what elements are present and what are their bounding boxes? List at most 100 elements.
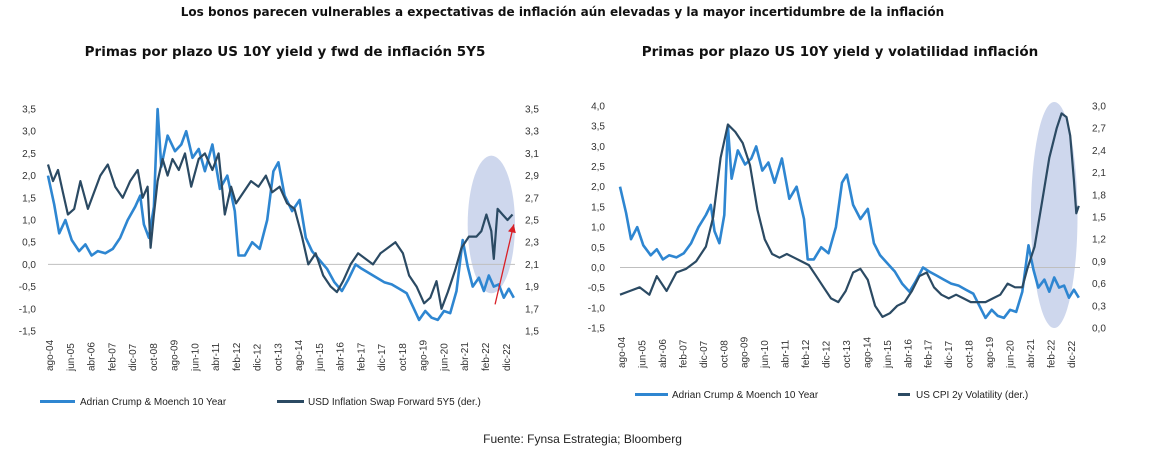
x-tick-label: oct-18	[965, 340, 976, 368]
x-tick-label: feb-17	[356, 342, 367, 371]
x-tick-label: abr-16	[336, 342, 347, 371]
series-line-secondary	[46, 152, 514, 310]
x-tick-label: abr-16	[903, 339, 914, 368]
x-tick-label: oct-13	[842, 340, 853, 368]
x-tick-label: jun-10	[190, 343, 201, 372]
legend-label: US CPI 2y Volatility (der.)	[916, 390, 1028, 401]
x-tick-label: abr-11	[211, 342, 222, 371]
x-tick-label: dic-17	[377, 343, 388, 371]
y-left-tick-label: -1,0	[588, 303, 606, 314]
left-chart: -1,5 -1,0 -0,5 0,0 0,5 1,0 1,5 2,0 2,5 3,0 3,5 1,5 1…	[19, 105, 540, 409]
x-tick-label: feb-12	[801, 339, 812, 368]
y-left-tick-label: 1,0	[22, 216, 36, 227]
x-tick-label: jun-15	[315, 343, 326, 372]
y-left-tick-label: 0,0	[22, 260, 36, 271]
legend-label: USD Inflation Swap Forward 5Y5 (der.)	[308, 397, 481, 408]
y-right-tick-label: 2,7	[525, 193, 539, 204]
y-right-tick-label: 0,6	[1092, 279, 1106, 290]
legend-label: Adrian Crump & Moench 10 Year	[80, 397, 227, 408]
x-tick-label: jun-15	[883, 340, 894, 369]
y-left-tick-label: 2,5	[591, 162, 605, 173]
trend-arrow-head	[508, 224, 516, 234]
right-chart: -1,5 -1,0 -0,5 0,0 0,5 1,0 1,5 2,0 2,5 3,0 3,5 4,0 0…	[588, 102, 1107, 402]
series-line-primary	[46, 107, 515, 322]
x-tick-label: jun-05	[66, 343, 77, 372]
y-left-tick-label: 3,5	[591, 122, 605, 133]
x-tick-label: feb-17	[924, 339, 935, 368]
y-right-tick-label: 0,3	[1092, 301, 1106, 312]
x-tick-label: oct-13	[273, 343, 284, 371]
highlight-ellipse	[467, 155, 515, 294]
y-left-tick-label: 4,0	[591, 102, 605, 113]
y-left-tick-label: 3,0	[591, 142, 605, 153]
y-right-tick-label: 2,7	[1092, 124, 1106, 135]
x-tick-label: ago-04	[45, 339, 56, 371]
series-line-primary	[618, 124, 1080, 320]
y-right-tick-label: 3,5	[525, 105, 539, 116]
x-tick-label: abr-11	[781, 339, 792, 368]
x-tick-label: ago-19	[419, 339, 430, 371]
y-right-tick-label: 2,3	[525, 238, 539, 249]
y-right-tick-label: 2,1	[1092, 168, 1106, 179]
y-left-tick-label: -1,5	[588, 324, 606, 335]
y-right-tick-label: 0,9	[1092, 257, 1106, 268]
x-tick-label: feb-07	[678, 339, 689, 368]
y-right-tick-label: 1,7	[525, 304, 539, 315]
y-left-tick-label: 1,0	[591, 223, 605, 234]
legend-label: Adrian Crump & Moench 10 Year	[672, 390, 819, 401]
y-left-tick-label: 2,0	[22, 171, 36, 182]
y-right-tick-label: 1,5	[525, 327, 539, 338]
x-tick-label: dic-22	[502, 343, 513, 371]
trend-arrow	[494, 224, 515, 305]
y-left-tick-label: 2,0	[591, 182, 605, 193]
y-left-tick-label: 2,5	[22, 149, 36, 160]
x-tick-label: jun-05	[638, 340, 649, 369]
x-tick-label: abr-06	[658, 339, 669, 368]
y-right-tick-label: 1,5	[1092, 213, 1106, 224]
x-tick-label: abr-21	[1026, 339, 1037, 368]
x-tick-label: dic-17	[944, 340, 955, 368]
y-right-tick-label: 1,2	[1092, 235, 1106, 246]
x-tick-label: ago-14	[294, 339, 305, 371]
y-left-tick-label: -0,5	[19, 282, 37, 293]
y-left-tick-label: 1,5	[591, 202, 605, 213]
page-title: Los bonos parecen vulnerables a expectat…	[180, 5, 945, 19]
y-right-tick-label: 2,9	[525, 171, 539, 182]
x-tick-label: ago-09	[740, 336, 751, 368]
x-tick-label: dic-07	[128, 343, 139, 371]
x-tick-label: dic-12	[822, 340, 833, 368]
y-right-tick-label: 0,0	[1092, 324, 1106, 335]
y-left-tick-label: 0,5	[22, 238, 36, 249]
x-tick-label: oct-18	[398, 343, 409, 371]
y-left-tick-label: 3,0	[22, 127, 36, 138]
y-left-tick-label: -1,5	[19, 327, 37, 338]
y-right-tick-label: 2,4	[1092, 146, 1106, 157]
x-tick-label: dic-22	[1067, 340, 1078, 368]
left-chart-title: Primas por plazo US 10Y yield y fwd de i…	[84, 44, 486, 60]
y-left-tick-label: -0,5	[588, 283, 606, 294]
x-tick-label: dic-07	[699, 340, 710, 368]
x-tick-label: feb-12	[232, 342, 243, 371]
x-tick-label: jun-10	[760, 340, 771, 369]
x-tick-label: jun-20	[1006, 340, 1017, 369]
y-right-tick-label: 1,8	[1092, 190, 1106, 201]
source-note: Fuente: Fynsa Estrategia; Bloomberg	[483, 432, 682, 446]
x-tick-label: feb-22	[1046, 339, 1057, 368]
y-left-tick-label: 0,0	[591, 263, 605, 274]
x-tick-label: feb-22	[481, 342, 492, 371]
y-left-tick-label: 3,5	[22, 105, 36, 116]
x-tick-label: abr-21	[460, 342, 471, 371]
y-left-tick-label: -1,0	[19, 304, 37, 315]
x-tick-label: abr-06	[87, 342, 98, 371]
x-tick-label: jun-20	[440, 343, 451, 372]
y-right-tick-label: 3,0	[1092, 102, 1106, 113]
y-right-tick-label: 3,3	[525, 127, 539, 138]
y-left-tick-label: 0,5	[591, 243, 605, 254]
y-right-tick-label: 2,1	[525, 260, 539, 271]
x-tick-label: feb-07	[107, 342, 118, 371]
x-tick-label: ago-04	[617, 336, 628, 368]
y-right-tick-label: 1,9	[525, 282, 539, 293]
y-right-tick-label: 3,1	[525, 149, 539, 160]
x-tick-label: oct-08	[149, 343, 160, 371]
x-tick-label: oct-08	[719, 340, 730, 368]
